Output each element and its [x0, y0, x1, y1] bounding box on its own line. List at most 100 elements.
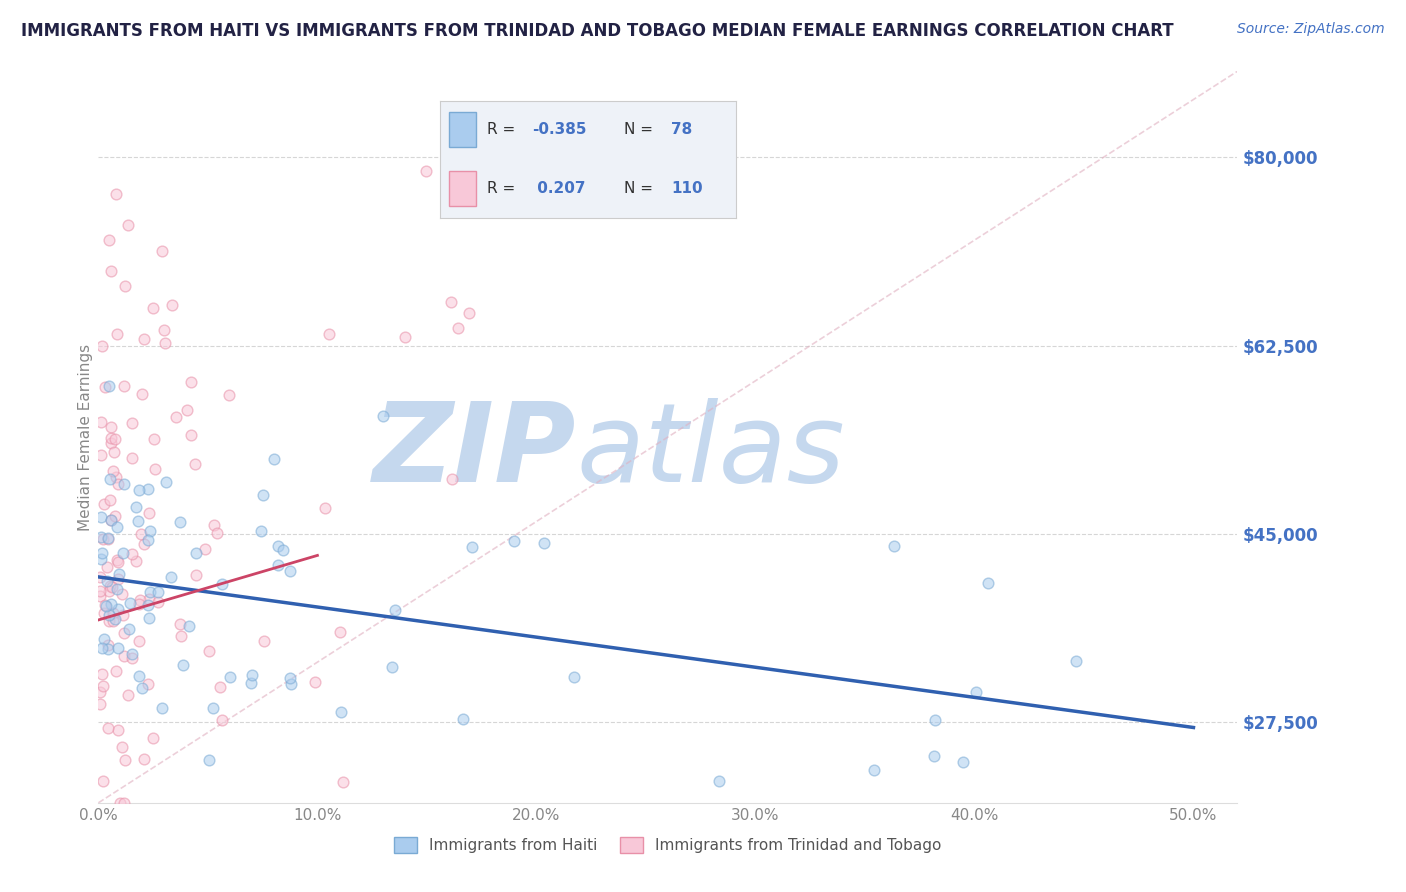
Point [150, 701, 173, 715]
Point [111, 740, 134, 755]
Point [278, 671, 301, 685]
Point [329, 705, 352, 719]
Point [100, 420, 122, 434]
Point [394, 329, 416, 343]
Point [104, 508, 127, 523]
Point [143, 432, 166, 446]
Point [97, 608, 120, 623]
Point [90, 552, 112, 566]
Point [89, 589, 111, 603]
Point [103, 614, 125, 628]
Point [96, 559, 118, 574]
Point [280, 677, 302, 691]
Point [89, 685, 111, 699]
Point [332, 774, 354, 789]
Point [146, 595, 169, 609]
Point [415, 163, 437, 178]
Point [125, 500, 148, 515]
Point [100, 513, 122, 527]
Point [128, 634, 150, 648]
Point [93, 497, 115, 511]
Point [128, 483, 150, 497]
Point [117, 219, 139, 233]
Point [98, 584, 121, 599]
Point [93, 774, 115, 789]
Point [208, 680, 231, 694]
Point [384, 603, 406, 617]
Point [107, 476, 129, 491]
Point [503, 534, 526, 549]
Point [211, 713, 233, 727]
Point [172, 657, 194, 672]
Point [267, 558, 290, 572]
Point [112, 648, 135, 663]
Point [114, 279, 136, 293]
Point [107, 572, 129, 586]
Point [142, 301, 165, 315]
Point [153, 322, 176, 336]
Point [139, 524, 162, 538]
Point [977, 575, 1000, 590]
Point [120, 596, 142, 610]
Point [142, 731, 165, 746]
Point [98, 378, 121, 392]
Point [1064, 654, 1087, 668]
Point [180, 428, 202, 442]
Point [93, 606, 115, 620]
Point [117, 688, 139, 702]
Point [98, 472, 121, 486]
Point [159, 569, 181, 583]
Point [94, 599, 117, 613]
Point [121, 650, 143, 665]
Point [112, 546, 135, 560]
Point [440, 294, 463, 309]
Text: Source: ZipAtlas.com: Source: ZipAtlas.com [1237, 22, 1385, 37]
Point [253, 633, 276, 648]
Point [329, 625, 352, 640]
Point [91, 680, 114, 694]
Point [98, 492, 121, 507]
Point [162, 298, 184, 312]
Point [101, 463, 124, 477]
Point [177, 619, 200, 633]
Point [136, 482, 159, 496]
Point [96, 574, 118, 588]
Point [114, 753, 136, 767]
Point [121, 547, 143, 561]
Point [108, 567, 131, 582]
Point [90, 509, 112, 524]
Point [91, 339, 114, 353]
Point [107, 723, 129, 737]
Point [371, 409, 394, 423]
Point [453, 713, 475, 727]
Point [218, 670, 240, 684]
Point [121, 647, 143, 661]
Point [90, 415, 112, 429]
Point [169, 516, 191, 530]
Point [447, 320, 470, 334]
Point [136, 676, 159, 690]
Point [89, 697, 111, 711]
Point [91, 532, 114, 546]
Point [131, 527, 153, 541]
Point [97, 638, 120, 652]
Point [176, 403, 198, 417]
Point [952, 755, 974, 769]
Point [104, 612, 127, 626]
Point [250, 524, 273, 538]
Point [91, 666, 114, 681]
Point [128, 669, 150, 683]
Point [132, 537, 155, 551]
Text: IMMIGRANTS FROM HAITI VS IMMIGRANTS FROM TRINIDAD AND TOBAGO MEDIAN FEMALE EARNI: IMMIGRANTS FROM HAITI VS IMMIGRANTS FROM… [21, 22, 1174, 40]
Point [202, 701, 225, 715]
Point [461, 541, 484, 555]
Point [97, 532, 120, 546]
Point [138, 592, 160, 607]
Point [100, 263, 122, 277]
Point [136, 533, 159, 548]
Point [121, 451, 143, 466]
Point [169, 617, 191, 632]
Point [381, 660, 404, 674]
Point [107, 602, 129, 616]
Point [278, 564, 301, 578]
